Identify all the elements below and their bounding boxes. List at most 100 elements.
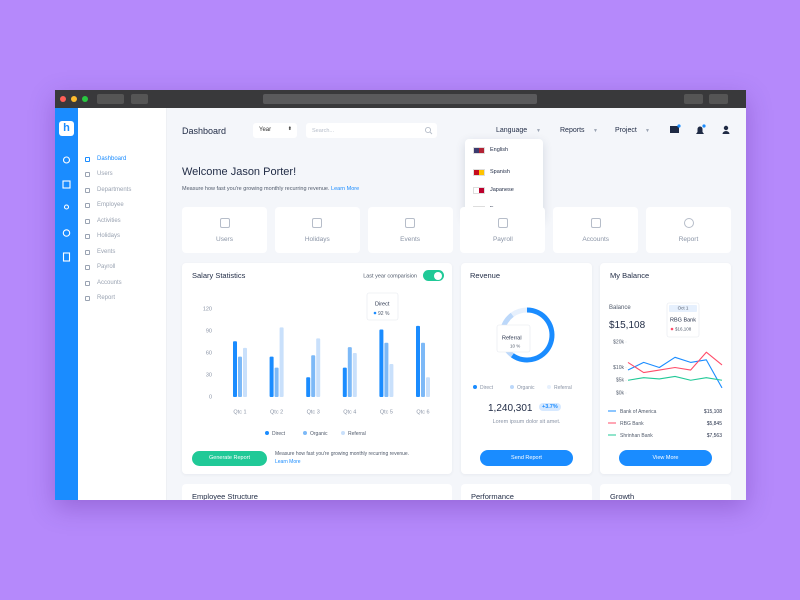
nav-item[interactable]: Reports <box>560 127 585 134</box>
sidebar-item[interactable]: Users <box>97 171 113 177</box>
sidebar-item[interactable]: Payroll <box>97 264 116 270</box>
welcome-text: Measure how fast you're growing monthly … <box>182 186 359 192</box>
maximize-button[interactable] <box>82 96 88 102</box>
view-more-button[interactable]: View More <box>619 450 712 466</box>
tooltip-value: 92 % <box>378 311 390 317</box>
quick-link-label[interactable]: Events <box>400 236 421 243</box>
sidebar-item[interactable]: Dashboard <box>97 155 127 162</box>
quick-link-label[interactable]: Accounts <box>582 236 610 243</box>
legend-label: Organic <box>517 385 535 391</box>
bar <box>311 355 316 397</box>
quick-link-icon <box>683 218 694 228</box>
tooltip-title: Oct 1 <box>678 306 689 311</box>
comparison-toggle[interactable] <box>423 270 444 281</box>
language-option[interactable]: Spanish <box>490 169 510 175</box>
sidebar-item[interactable]: Activities <box>97 217 121 224</box>
address-bar[interactable] <box>263 94 537 104</box>
quick-link-label[interactable]: Holidays <box>304 236 330 243</box>
learn-more-link[interactable]: Learn More <box>331 186 360 192</box>
bottom-card <box>182 484 452 500</box>
nav-item[interactable]: Language <box>496 127 528 134</box>
chart-title: Salary Statistics <box>192 271 246 280</box>
chart-title: My Balance <box>610 271 649 280</box>
quick-link-label[interactable]: Users <box>216 236 233 243</box>
line-series <box>627 351 723 374</box>
close-button[interactable] <box>60 96 66 102</box>
salary-learn-more[interactable]: Learn More <box>275 459 301 465</box>
share-button[interactable] <box>684 94 703 104</box>
mail-icon[interactable] <box>670 126 679 133</box>
donut-segment <box>510 307 528 317</box>
bottom-card <box>461 484 592 500</box>
tooltip-name: Referral <box>502 335 522 341</box>
quick-link-label[interactable]: Payroll <box>492 236 513 243</box>
revenue-card <box>461 263 592 474</box>
sidebar-item[interactable]: Events <box>97 248 116 255</box>
search-placeholder: Search... <box>312 127 335 134</box>
bar <box>342 367 347 397</box>
tooltip <box>496 324 531 353</box>
toggle-knob <box>434 271 442 280</box>
app: h Dashboard Year ⬍ Search... Welcome Jaso… <box>55 90 746 500</box>
bottom-card-title: Growth <box>610 492 635 500</box>
search-input[interactable]: Search... <box>306 123 437 138</box>
profile-icon-body <box>722 131 730 134</box>
revenue-total: 1,240,301 <box>488 403 533 414</box>
quick-link-label[interactable]: Report <box>678 236 699 243</box>
quick-link-card[interactable] <box>367 207 453 253</box>
generate-report-button[interactable]: Generate Report <box>192 451 267 466</box>
balance-amount: $15,108 <box>609 320 646 331</box>
logo[interactable]: h <box>59 121 74 136</box>
search-icon[interactable] <box>62 156 71 164</box>
balance-label: Balance <box>609 305 631 311</box>
sidebar-icon <box>85 172 90 177</box>
bar <box>243 347 247 397</box>
charts: Salary Statistics Last year comparision 0 3… <box>192 271 723 439</box>
legend-total: $15,108 <box>704 409 722 415</box>
sidebar-icon <box>85 280 90 286</box>
profile-icon[interactable] <box>723 125 729 131</box>
sidebar-item[interactable]: Report <box>97 295 116 301</box>
calendar-icon[interactable] <box>62 180 71 189</box>
tooltip-name: RBG Bank <box>670 317 696 323</box>
sidebar-icon <box>85 249 90 255</box>
bottom-card-title: Performance <box>471 492 514 500</box>
quick-link-card[interactable] <box>553 207 639 253</box>
quick-link-card[interactable] <box>460 207 546 253</box>
bar <box>426 377 430 397</box>
x-tick-label: Qtc 5 <box>380 409 393 415</box>
bottom-card-title: Employee Structure <box>192 492 258 500</box>
sidebar-icon <box>85 156 90 162</box>
legend-marker <box>547 385 551 389</box>
bar <box>384 342 389 397</box>
bottom-card <box>600 484 731 500</box>
legend-marker <box>341 431 345 435</box>
chat-icon[interactable] <box>62 229 71 237</box>
sidebar-item[interactable]: Holidays <box>97 233 121 239</box>
language-option[interactable]: English <box>490 147 509 153</box>
bell-icon[interactable] <box>696 126 704 135</box>
sidebar-icons <box>62 156 71 262</box>
flag-icon <box>473 168 485 176</box>
language-option[interactable]: Japanese <box>490 187 514 193</box>
year-select[interactable]: Year ⬍ <box>253 123 297 138</box>
tabs-button[interactable] <box>709 94 728 104</box>
quick-link-card[interactable] <box>182 207 267 253</box>
sidebar-item[interactable]: Accounts <box>97 279 122 286</box>
sidebar-item[interactable]: Departments <box>97 186 132 193</box>
salary-footer-message: Measure how fast you're growing monthly … <box>275 451 410 457</box>
sidebar-item[interactable]: Employee <box>97 202 124 208</box>
y-tick-label: $5k <box>616 378 625 384</box>
nav-buttons[interactable] <box>97 94 124 104</box>
minimize-button[interactable] <box>71 96 77 102</box>
sidebar-toggle[interactable] <box>131 94 148 104</box>
bar <box>269 356 274 397</box>
user-icon[interactable] <box>63 204 70 210</box>
line-series <box>627 356 723 389</box>
file-icon[interactable] <box>62 252 71 262</box>
nav-item[interactable]: Project <box>615 127 637 134</box>
line-series <box>627 375 723 381</box>
quick-link-card[interactable] <box>274 207 360 253</box>
quick-link-card[interactable] <box>646 207 731 253</box>
send-report-button[interactable]: Send Report <box>480 450 573 466</box>
